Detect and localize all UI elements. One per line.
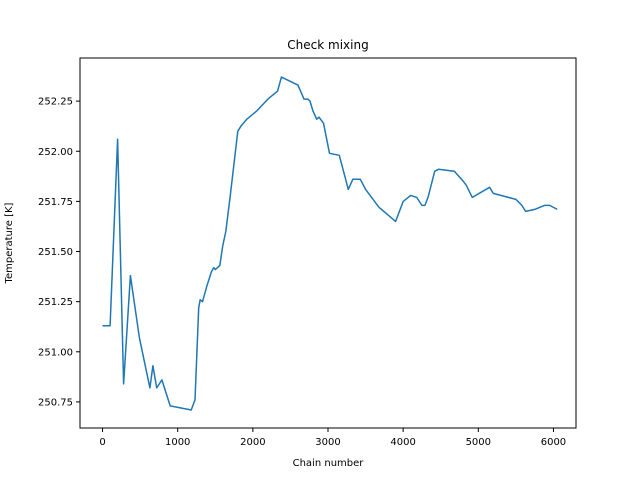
y-tick-label: 250.75: [38, 397, 73, 408]
x-tick-label: 4000: [390, 437, 415, 448]
y-tick-label: 251.25: [38, 297, 73, 308]
y-axis-label: Temperature [K]: [4, 202, 15, 284]
x-tick-label: 3000: [315, 437, 340, 448]
y-tick-label: 251.50: [38, 247, 73, 258]
y-tick-label: 252.00: [38, 147, 73, 158]
series-line: [102, 76, 558, 411]
x-axis: 0 1000 2000 3000 4000 5000 6000: [99, 428, 566, 448]
y-tick-label: 251.75: [38, 197, 73, 208]
x-tick-label: 6000: [541, 437, 566, 448]
y-tick-label: 251.00: [38, 347, 73, 358]
y-axis: 250.75 251.00 251.25 251.50 251.75 252.00 252.…: [38, 97, 80, 408]
chart-title: Check mixing: [287, 38, 368, 52]
x-tick-label: 1000: [165, 437, 190, 448]
y-tick-label: 252.25: [38, 97, 73, 108]
x-tick-label: 2000: [240, 437, 265, 448]
x-axis-label: Chain number: [293, 458, 365, 469]
plot-area: [102, 76, 558, 411]
x-tick-label: 0: [99, 437, 105, 448]
x-tick-label: 5000: [466, 437, 491, 448]
